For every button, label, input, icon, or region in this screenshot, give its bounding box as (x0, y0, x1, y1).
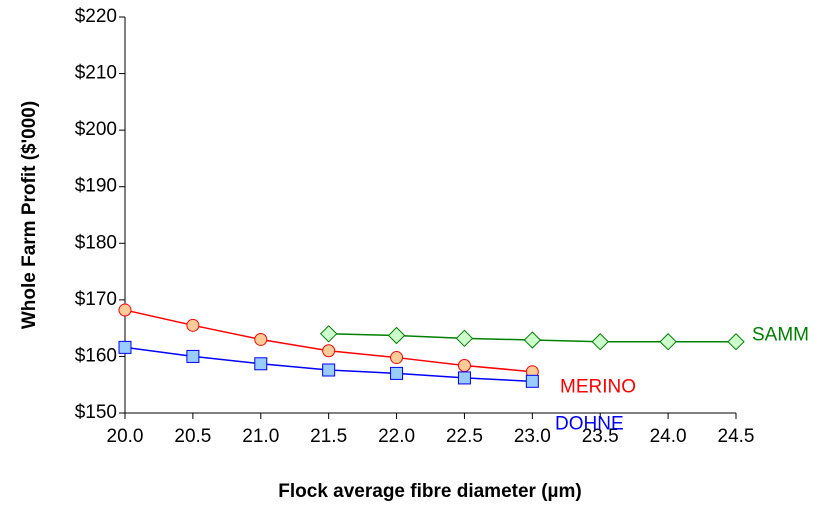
series-label: DOHNE (555, 413, 624, 434)
x-tick-label: 22.5 (446, 426, 483, 447)
marker (525, 374, 539, 388)
marker (322, 363, 336, 377)
x-tick-label: 24.0 (650, 426, 687, 447)
x-axis-title: Flock average fibre diameter (µm) (278, 481, 581, 502)
x-tick-label: 21.5 (310, 426, 347, 447)
marker (319, 325, 338, 343)
marker (457, 358, 471, 372)
x-tick-label: 23.5 (582, 426, 619, 447)
y-tick-label: $150 (75, 402, 117, 423)
marker (387, 326, 406, 345)
y-tick-label: $190 (75, 176, 117, 197)
x-tick-label: 23.0 (514, 426, 551, 447)
series-label: MERINO (560, 377, 636, 398)
marker (254, 332, 268, 346)
marker (254, 357, 268, 371)
x-tick-label: 20.5 (174, 426, 211, 447)
x-tick-label: 24.5 (718, 426, 755, 447)
marker (659, 333, 677, 351)
y-tick-label: $220 (75, 6, 117, 27)
marker (523, 331, 542, 349)
marker (455, 329, 474, 348)
marker (118, 340, 132, 354)
y-tick-label: $200 (75, 119, 117, 140)
x-tick-label: 20.0 (107, 426, 144, 447)
series-label: SAMM (752, 325, 809, 346)
x-tick-label: 22.0 (378, 426, 415, 447)
marker (457, 371, 471, 385)
marker (186, 349, 200, 363)
y-tick-label: $180 (75, 232, 117, 253)
marker (322, 344, 336, 358)
y-tick-label: $210 (75, 63, 117, 84)
y-tick-label: $170 (75, 289, 117, 310)
y-axis-title: Whole Farm Profit ($'000) (19, 101, 40, 329)
marker (727, 333, 745, 351)
marker (591, 333, 609, 351)
x-tick-label: 21.0 (242, 426, 279, 447)
marker (390, 366, 404, 380)
marker (186, 318, 200, 332)
marker (390, 351, 404, 365)
marker (118, 303, 132, 317)
y-tick-label: $160 (75, 345, 117, 366)
